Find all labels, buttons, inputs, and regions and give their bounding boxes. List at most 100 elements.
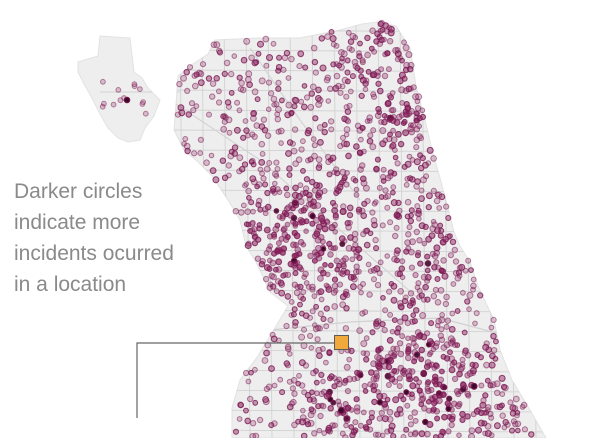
incident-point	[371, 398, 378, 406]
incident-point	[142, 110, 149, 117]
incident-point	[420, 369, 427, 376]
incident-point	[397, 318, 404, 326]
incident-point	[270, 273, 277, 281]
incident-point	[188, 100, 196, 107]
incident-point	[351, 376, 358, 382]
incident-point	[333, 43, 340, 49]
incident-point	[330, 199, 336, 206]
incident-point	[464, 372, 471, 379]
incident-point	[368, 369, 375, 376]
incident-point	[374, 281, 382, 289]
incident-point	[300, 207, 307, 214]
incident-point	[494, 389, 501, 396]
incident-point	[286, 165, 293, 172]
incident-point	[293, 232, 301, 240]
incident-point	[358, 289, 364, 296]
incident-point	[344, 388, 351, 395]
incident-point	[502, 419, 509, 426]
incident-point	[401, 39, 407, 46]
incident-point	[110, 101, 117, 108]
incident-point	[392, 154, 399, 161]
incident-point	[370, 375, 378, 383]
incident-point	[275, 79, 282, 86]
incident-point	[258, 159, 266, 166]
incident-point	[484, 377, 491, 384]
incident-point	[403, 111, 410, 118]
incident-point	[341, 115, 348, 123]
incident-point	[387, 311, 394, 318]
incident-point	[304, 94, 311, 101]
incident-point	[246, 81, 253, 88]
incident-point	[330, 61, 337, 68]
incident-point	[284, 343, 292, 351]
incident-point	[433, 259, 440, 266]
incident-point	[366, 291, 373, 298]
incident-point	[379, 222, 386, 229]
incident-point	[399, 57, 405, 64]
incident-point	[390, 282, 398, 290]
incident-point	[377, 87, 384, 95]
incident-point	[414, 252, 421, 259]
incident-point	[245, 221, 252, 228]
incident-point	[238, 79, 245, 87]
incident-point	[264, 203, 272, 211]
incident-point	[421, 405, 428, 412]
incident-point	[404, 160, 412, 168]
incident-point	[413, 126, 421, 133]
incident-point	[208, 152, 215, 159]
incident-point	[360, 340, 368, 348]
incident-point	[305, 284, 312, 290]
incident-point	[431, 264, 438, 271]
incident-point	[387, 427, 395, 434]
leader-line	[136, 342, 334, 418]
incident-point	[262, 181, 269, 188]
incident-point	[451, 246, 458, 254]
incident-point	[327, 85, 334, 93]
incident-point	[297, 182, 304, 189]
incident-point	[382, 187, 389, 194]
incident-point	[433, 362, 439, 369]
incident-point	[443, 293, 450, 301]
incident-point	[337, 407, 345, 414]
incident-point	[344, 108, 352, 115]
incident-point	[448, 366, 456, 374]
incident-point	[408, 264, 415, 271]
incident-point	[430, 406, 437, 413]
incident-point	[248, 369, 254, 376]
incident-point	[413, 144, 420, 151]
incident-point	[379, 321, 386, 328]
incident-point	[290, 377, 298, 384]
incident-point	[209, 80, 217, 87]
incident-point	[434, 415, 441, 422]
incident-point	[353, 186, 360, 193]
incident-point	[300, 407, 306, 414]
incident-point	[444, 400, 451, 407]
incident-point	[314, 202, 322, 209]
incident-point	[455, 269, 463, 276]
incident-point	[428, 232, 436, 240]
incident-point	[412, 271, 419, 279]
incident-point	[447, 252, 454, 259]
incident-point	[290, 241, 297, 249]
incident-point	[285, 204, 292, 212]
incident-point	[345, 29, 352, 36]
incident-point	[176, 80, 183, 88]
incident-point	[389, 328, 396, 335]
incident-point	[396, 375, 403, 382]
incident-point	[515, 427, 521, 434]
incident-point	[391, 317, 398, 324]
incident-point	[398, 86, 406, 94]
incident-point	[395, 325, 402, 332]
location-marker[interactable]	[334, 335, 349, 350]
incident-point	[407, 421, 414, 428]
incident-point	[243, 407, 249, 414]
incident-point	[271, 382, 278, 389]
incident-point	[361, 382, 368, 390]
incident-point	[318, 214, 326, 222]
incident-point	[318, 296, 325, 303]
incident-point	[228, 70, 235, 78]
incident-point	[193, 103, 200, 109]
incident-point	[243, 369, 250, 377]
